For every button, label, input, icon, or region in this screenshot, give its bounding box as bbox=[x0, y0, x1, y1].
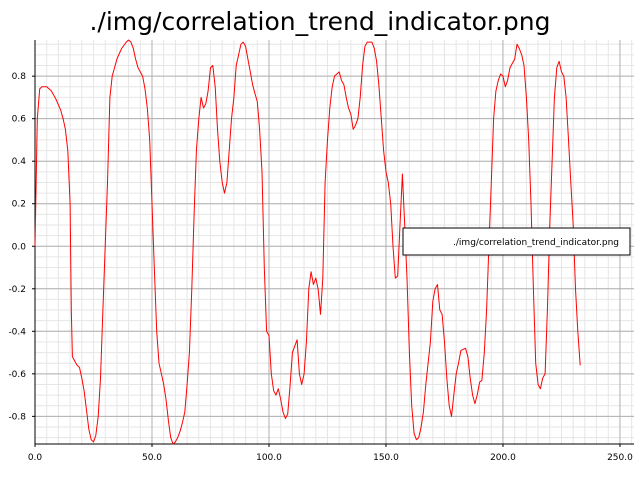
x-tick-label: 200.0 bbox=[490, 453, 516, 463]
y-tick-label: 0.6 bbox=[12, 115, 27, 125]
y-tick-label: -0.2 bbox=[8, 285, 26, 295]
legend-box bbox=[402, 227, 631, 256]
y-tick-label: -0.6 bbox=[8, 370, 26, 380]
x-tick-label: 150.0 bbox=[373, 453, 399, 463]
legend: ./img/correlation_trend_indicator.png bbox=[402, 227, 631, 256]
x-tick-label: 250.0 bbox=[607, 453, 633, 463]
legend-entry: ./img/correlation_trend_indicator.png bbox=[453, 238, 619, 248]
minor-grid bbox=[34, 40, 634, 444]
x-tick-label: 50.0 bbox=[142, 453, 162, 463]
y-tick-label: 0.4 bbox=[12, 157, 27, 167]
tick-labels: 0.0 50.0 100.0 150.0 200.0 250.0 0.8 0.6 0.4 0.2 0… bbox=[8, 72, 633, 463]
y-tick-label: 0.0 bbox=[12, 242, 27, 252]
x-tick-label: 100.0 bbox=[256, 453, 282, 463]
y-tick-label: -0.8 bbox=[8, 412, 26, 422]
y-tick-label: -0.4 bbox=[8, 327, 26, 337]
y-tick-label: 0.2 bbox=[12, 200, 26, 210]
series-lines bbox=[34, 39, 581, 445]
x-tick-label: 0.0 bbox=[28, 453, 43, 463]
chart-title: ./img/correlation_trend_indicator.png bbox=[89, 7, 550, 36]
y-tick-label: 0.8 bbox=[12, 72, 27, 82]
series-line-0 bbox=[34, 39, 581, 445]
